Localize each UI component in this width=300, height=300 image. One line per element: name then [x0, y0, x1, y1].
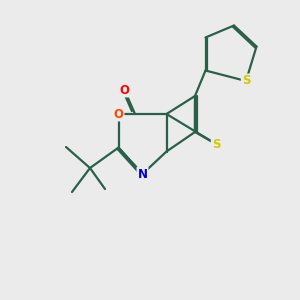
- Text: O: O: [113, 107, 124, 121]
- Text: S: S: [212, 137, 220, 151]
- Text: O: O: [119, 83, 130, 97]
- Text: N: N: [137, 167, 148, 181]
- Text: S: S: [242, 74, 250, 88]
